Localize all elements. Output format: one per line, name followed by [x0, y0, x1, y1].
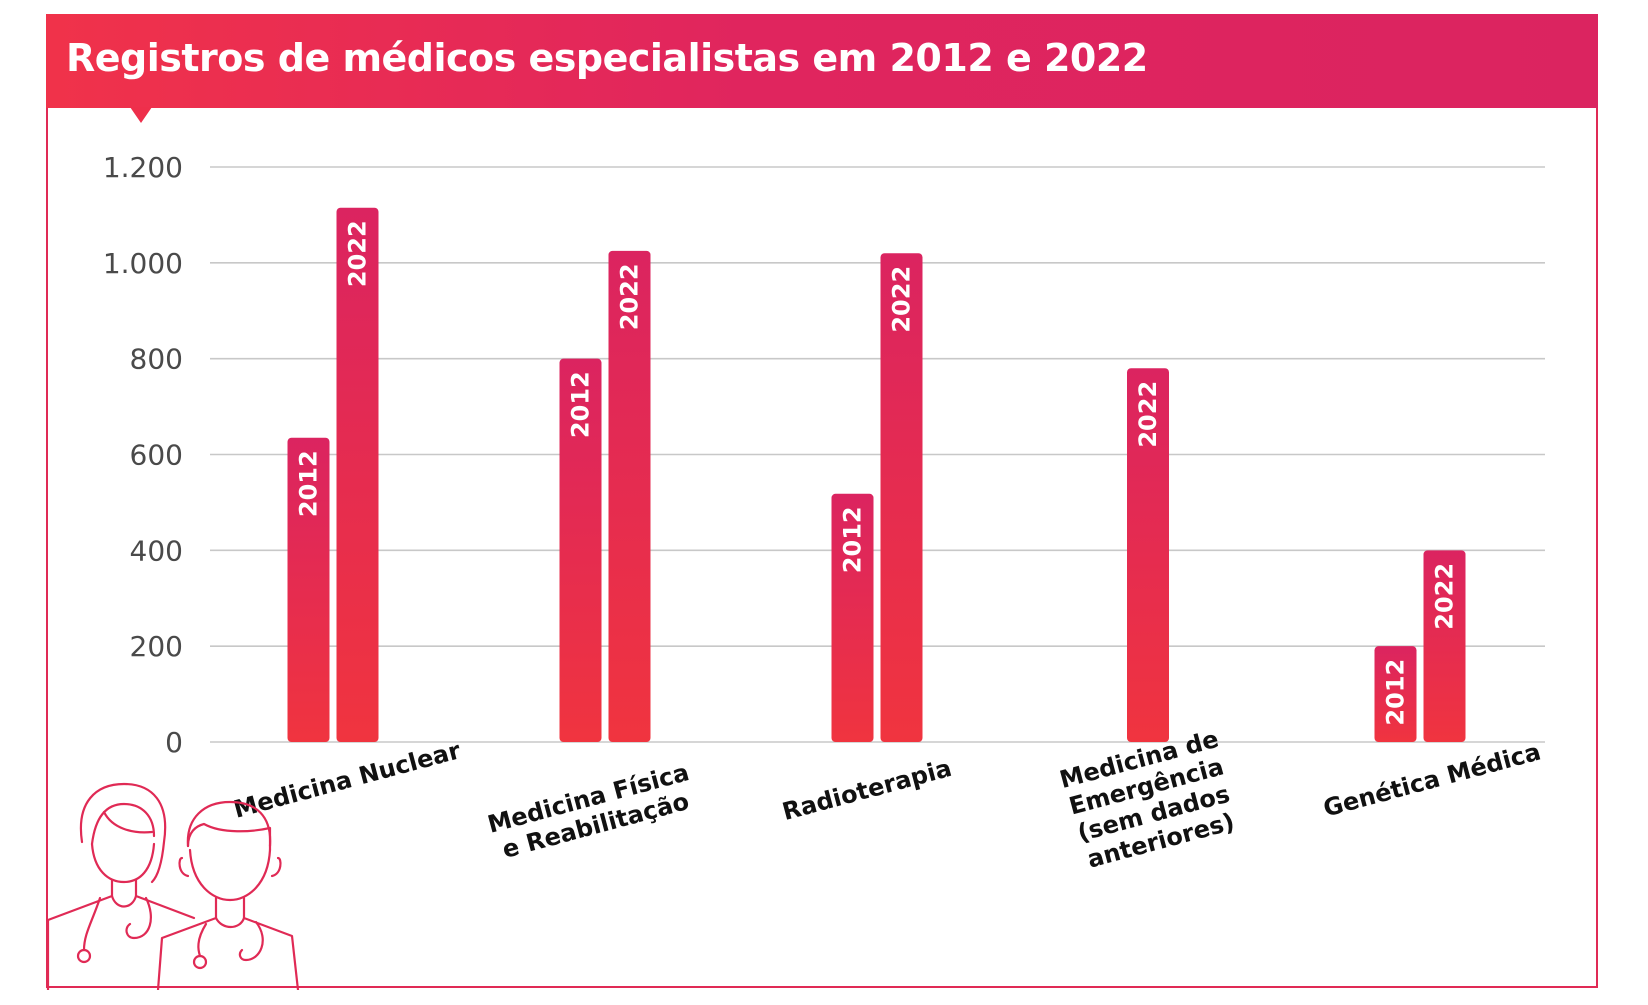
- category-label-line: Genética Médica: [1320, 738, 1543, 823]
- y-tick-label: 1.000: [103, 247, 183, 280]
- bar-2012-4: [1374, 646, 1417, 742]
- y-tick-label: 200: [130, 630, 183, 663]
- bar-2022-4: [1423, 550, 1466, 742]
- bar-2022-1: [608, 250, 651, 742]
- bar-label: 2022: [1431, 563, 1459, 630]
- bar-2012-0: [287, 437, 330, 742]
- bar-label: 2022: [616, 263, 644, 330]
- y-axis-ticks: 0 200 400 600 800 1.000 1.200: [103, 151, 183, 759]
- bar-2022-3: [1127, 368, 1169, 742]
- y-tick-label: 0: [165, 726, 183, 759]
- bar-label: 2012: [567, 371, 595, 438]
- bar-2022-0: [336, 207, 379, 742]
- y-tick-label: 800: [130, 343, 183, 376]
- bar-2012-1: [559, 358, 602, 742]
- category-label-4: Genética Médica: [1320, 738, 1543, 823]
- bar-label: 2022: [344, 220, 372, 287]
- bar-2012-2: [831, 493, 874, 742]
- bar-label: 2012: [839, 506, 867, 573]
- category-label-2: Radioterapia: [779, 754, 954, 826]
- y-tick-label: 1.200: [103, 151, 183, 184]
- y-tick-label: 400: [130, 534, 183, 567]
- category-label-line: Radioterapia: [779, 754, 954, 826]
- doctors-icon: [46, 782, 300, 990]
- title-banner: [46, 14, 1598, 108]
- bar-label: 2022: [888, 266, 916, 333]
- bar-label: 2012: [295, 450, 323, 517]
- chart-title: Registros de médicos especialistas em 20…: [66, 36, 1148, 80]
- bars: 2012 2022 2012 2022 2012 2022 2022 2012 2022: [287, 207, 1466, 742]
- banner-pointer: [130, 107, 152, 123]
- bar-label: 2022: [1134, 381, 1162, 448]
- y-tick-label: 600: [130, 439, 183, 472]
- bar-2022-2: [880, 253, 923, 742]
- bar-label: 2012: [1382, 659, 1410, 726]
- grid-lines: [210, 166, 1545, 743]
